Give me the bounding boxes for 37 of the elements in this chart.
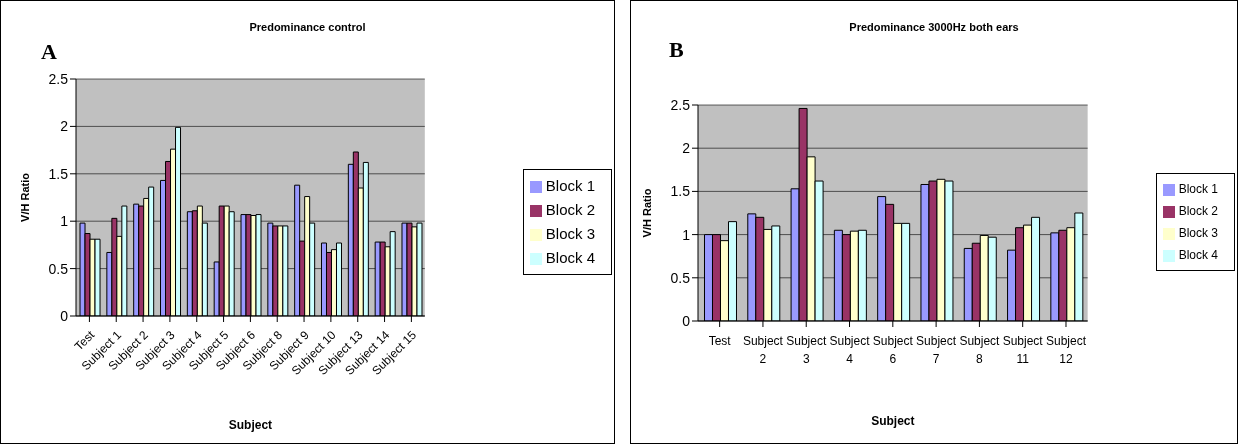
y-axis-title: V/H Ratio (18, 172, 31, 222)
x-tick-label: Subject 2 (742, 334, 784, 366)
x-tick-label: Subject 6 (872, 334, 914, 366)
y-tick-label: 2 (60, 118, 69, 135)
x-tick-label: Subject 7 (916, 334, 957, 366)
x-axis-title: Subject (871, 414, 915, 428)
y-tick-label: 2.5 (670, 96, 691, 113)
legend-label: Block 2 (545, 201, 595, 218)
y-tick-label: 0 (60, 307, 69, 324)
text: A (41, 39, 57, 65)
y-axis-title: V/H Ratio (640, 188, 653, 238)
x-tick-label: Subject 11 (1002, 334, 1044, 366)
legend-label: Block 1 (1178, 182, 1218, 196)
x-tick-label: Subject 12 (1045, 334, 1087, 366)
y-tick-label: 1.5 (670, 183, 691, 200)
x-tick-label: Subject 8 (959, 334, 1001, 366)
x-tick-label: Subject 4 (829, 334, 871, 366)
legend-label: Block 3 (1178, 226, 1218, 240)
legend-label: Block 4 (1178, 248, 1218, 262)
y-tick-label: 1 (682, 226, 691, 243)
legend-label: Block 4 (545, 249, 595, 266)
chart-title: Predominance 3000Hz both ears (848, 21, 1020, 33)
legend-label: Block 2 (1178, 204, 1218, 218)
chart-title: Predominance control (248, 21, 367, 33)
text: B (669, 37, 684, 63)
x-tick-label: Test (708, 334, 732, 348)
y-tick-label: 2 (682, 140, 691, 157)
y-tick-label: 0.5 (670, 269, 691, 286)
y-tick-label: 1.5 (48, 165, 69, 182)
y-tick-label: 0 (682, 312, 691, 329)
x-tick-label: Subject 3 (786, 334, 827, 366)
y-tick-label: 1 (60, 213, 69, 230)
legend-label: Block 3 (545, 225, 595, 242)
x-axis-title: Subject (228, 418, 273, 432)
y-tick-label: 2.5 (48, 70, 69, 87)
legend-label: Block 1 (545, 177, 595, 194)
y-tick-label: 0.5 (48, 260, 69, 277)
